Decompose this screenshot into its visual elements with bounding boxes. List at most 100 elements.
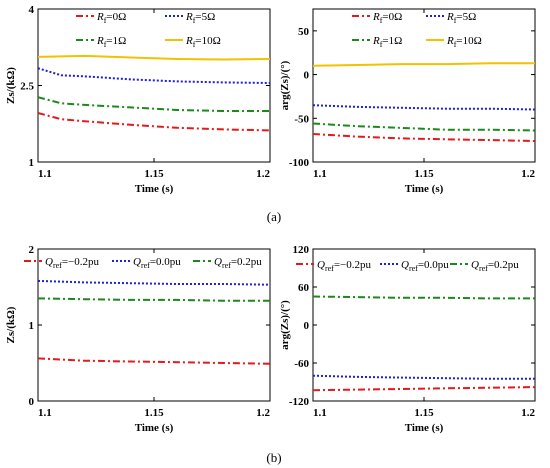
series-line-1: [312, 374, 535, 380]
legend-label-sub: f: [193, 40, 196, 49]
caption-b: (b): [266, 450, 281, 465]
legend-label-rest: =−0.2pu: [334, 259, 372, 271]
plot-frame: [37, 8, 271, 163]
x-tick-label: 1.2: [521, 168, 535, 180]
series-line-2: [37, 96, 270, 112]
legend-label: Rf=5Ω: [446, 11, 476, 25]
series-line-2: [37, 297, 270, 302]
legend-label-sub: ref: [141, 261, 150, 270]
legend-label-base: R: [96, 11, 104, 23]
legend-label: Qref=0.0pu: [133, 256, 181, 270]
y-tick-label: 2: [29, 244, 35, 256]
legend-label-sub: f: [104, 16, 107, 25]
y-tick-label: -50: [294, 113, 309, 125]
y-tick-label: 60: [298, 282, 310, 294]
x-tick-label: 1.15: [414, 168, 434, 180]
legend-label: Rf=0Ω: [96, 11, 126, 25]
legend-label-sub: ref: [479, 264, 488, 273]
legend-label-base: Q: [45, 256, 53, 268]
x-tick-label: 1.15: [144, 168, 164, 180]
legend-label-sub: f: [193, 16, 196, 25]
x-tick-label: 1.1: [313, 168, 327, 180]
caption-a: (a): [267, 209, 281, 224]
series-line-0: [37, 357, 271, 365]
y-tick-label: 0: [304, 320, 310, 332]
x-tick-label: 1.2: [256, 168, 270, 180]
legend-label-rest: =10Ω: [195, 35, 220, 47]
legend-label-rest: =1Ω: [382, 35, 402, 47]
legend-label-sub: ref: [222, 261, 231, 270]
legend-label-rest: =1Ω: [106, 35, 126, 47]
legend-label-base: R: [185, 35, 193, 47]
y-tick-label: 0: [29, 396, 35, 408]
y-tick-label: 120: [293, 244, 310, 256]
legend-label: Rf=5Ω: [185, 11, 215, 25]
x-axis-label: Time (s): [405, 422, 444, 434]
legend-label-rest: =0.0pu: [418, 259, 449, 271]
x-axis-label: Time (s): [135, 183, 174, 195]
legend-label: Rf=10Ω: [446, 35, 482, 49]
legend-label-base: Q: [401, 259, 409, 271]
legend-label-sub: f: [454, 16, 457, 25]
x-axis-label: Time (s): [405, 183, 444, 195]
y-tick-label: 2.5: [20, 81, 34, 93]
legend-label-rest: =5Ω: [456, 11, 476, 23]
series-line-1: [37, 67, 271, 84]
legend-label-base: Q: [317, 259, 325, 271]
legend-label-rest: =5Ω: [195, 11, 215, 23]
legend-label-rest: =0.2pu: [231, 256, 262, 268]
legend-label-base: Q: [471, 259, 479, 271]
y-axis-label: Zs/(kΩ): [5, 67, 17, 104]
y-axis-label: Zs/(kΩ): [5, 306, 17, 343]
x-tick-label: 1.2: [521, 407, 535, 419]
legend-label-base: R: [446, 11, 454, 23]
legend: Qref=−0.2pu Qref=0.0pu Qref=0.2pu: [296, 259, 519, 273]
plot-frame: [37, 248, 271, 402]
legend-label-base: R: [372, 11, 380, 23]
legend-label-sub: f: [380, 40, 383, 49]
x-tick-label: 1.15: [414, 407, 434, 419]
legend-label-base: R: [185, 11, 193, 23]
legend-label-sub: f: [104, 40, 107, 49]
legend-label-rest: =0.0pu: [150, 256, 181, 268]
legend-label: Rf=10Ω: [185, 35, 221, 49]
y-tick-label: 50: [298, 26, 310, 38]
y-tick-label: 0: [304, 70, 310, 82]
legend-label-rest: =10Ω: [456, 35, 481, 47]
legend-label-sub: ref: [325, 264, 334, 273]
x-tick-label: 1.15: [144, 407, 164, 419]
series-line-2: [312, 295, 535, 300]
legend-label-rest: =−0.2pu: [62, 256, 100, 268]
legend: Qref=−0.2pu Qref=0.0pu Qref=0.2pu: [24, 256, 262, 270]
series-line-0: [312, 133, 536, 142]
y-tick-label: -100: [289, 157, 310, 169]
legend-label-sub: f: [454, 40, 457, 49]
y-tick-label: -120: [289, 396, 310, 408]
y-tick-label: 1: [29, 320, 35, 332]
y-tick-label: -60: [294, 358, 309, 370]
y-tick-label: 1: [29, 157, 35, 169]
legend-label-base: R: [372, 35, 380, 47]
y-axis-label: arg(Zs)/(°): [279, 300, 291, 350]
legend-label-base: R: [96, 35, 104, 47]
legend-label-rest: =0Ω: [106, 11, 126, 23]
series-line-2: [312, 122, 536, 132]
series-line-3: [37, 54, 271, 61]
series-line-3: [312, 62, 535, 67]
legend-label: Qref=−0.2pu: [317, 259, 372, 273]
legend-label-base: Q: [214, 256, 222, 268]
x-tick-label: 1.1: [313, 407, 327, 419]
legend-label-sub: f: [380, 16, 383, 25]
legend-label-sub: ref: [409, 264, 418, 273]
legend-label: Qref=−0.2pu: [45, 256, 100, 270]
legend-label: Qref=0.0pu: [401, 259, 449, 273]
legend-label-rest: =0Ω: [382, 11, 402, 23]
legend-label: Rf=0Ω: [372, 11, 402, 25]
chart-b-right: -120 -60 0 60 120 1.1 1.15 1.2 Time (s) arg(Zs)/(…: [279, 244, 536, 434]
legend-label: Qref=0.2pu: [471, 259, 519, 273]
legend-label-base: R: [446, 35, 454, 47]
